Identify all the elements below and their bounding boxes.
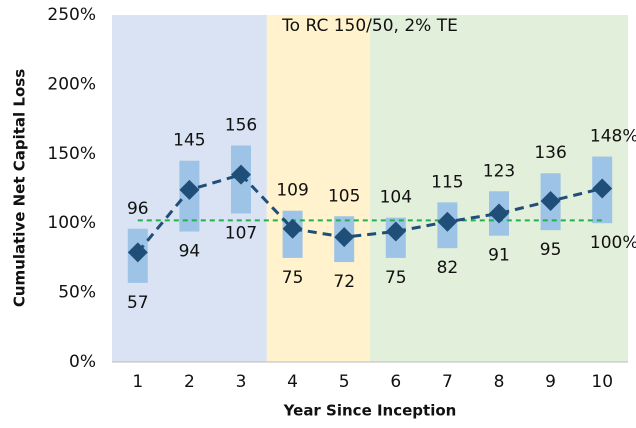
x-axis-title: Year Since Inception [283, 402, 457, 420]
low-label: 57 [127, 293, 149, 313]
median-marker [592, 178, 613, 199]
x-tick-label: 10 [591, 372, 613, 392]
x-tick-label: 4 [287, 372, 298, 392]
median-marker [334, 227, 355, 248]
x-tick-label: 5 [339, 372, 350, 392]
high-label: 96 [127, 199, 149, 219]
y-tick-label: 50% [58, 283, 96, 303]
high-label: 148% [590, 127, 636, 147]
background [112, 15, 628, 362]
x-tick-label: 3 [236, 372, 247, 392]
low-label: 107 [225, 223, 257, 243]
x-tick-label: 7 [442, 372, 453, 392]
region [370, 15, 628, 362]
low-label: 91 [488, 246, 510, 266]
low-label: 82 [437, 258, 459, 278]
y-tick-label: 250% [47, 5, 96, 25]
x-tick-label: 6 [390, 372, 401, 392]
x-tick-label: 8 [494, 372, 505, 392]
high-label: 104 [380, 188, 412, 208]
high-label: 156 [225, 115, 257, 135]
high-label: 115 [431, 172, 463, 192]
median-marker [231, 164, 251, 185]
low-label: 75 [282, 268, 304, 288]
low-label: 100% [590, 233, 636, 253]
median-marker [179, 179, 200, 200]
median-line [136, 172, 603, 254]
high-label: 109 [276, 181, 308, 201]
low-label: 72 [333, 272, 355, 292]
median-marker [437, 211, 458, 232]
x-tick-label: 2 [184, 372, 195, 392]
y-tick-label: 100% [47, 213, 96, 233]
median-marker [489, 203, 509, 224]
annotation: To RC 150/50, 2% TE [281, 16, 458, 36]
low-label: 94 [179, 242, 201, 262]
y-tick-label: 150% [47, 144, 96, 164]
median-marker [127, 242, 148, 263]
x-tick-label: 1 [132, 372, 143, 392]
median-marker [540, 190, 561, 211]
high-label: 105 [328, 186, 360, 206]
low-label: 95 [540, 240, 562, 260]
region [266, 15, 370, 362]
median-marker [385, 221, 406, 242]
high-label: 136 [534, 143, 566, 163]
x-tick-label: 9 [545, 372, 556, 392]
median-marker [282, 218, 303, 239]
y-tick-label: 200% [47, 74, 96, 94]
high-label: 145 [173, 131, 205, 151]
y-tick-label: 0% [69, 352, 96, 372]
y-axis-title: Cumulative Net Capital Loss [11, 69, 29, 307]
high-label: 123 [483, 161, 515, 181]
low-label: 75 [385, 268, 407, 288]
